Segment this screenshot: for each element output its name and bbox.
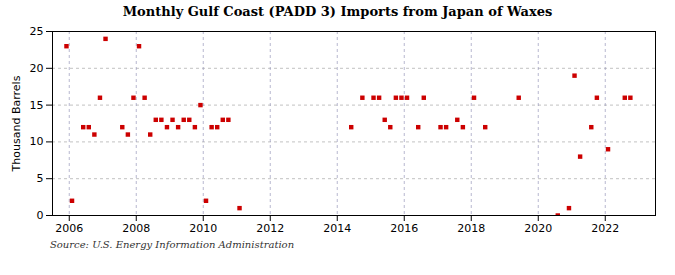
svg-text:2018: 2018 [457,222,485,235]
html-text:Monthly Gulf Coast (PADD 3) Im: Monthly Gulf Coast (PADD 3) Imports from… [122,4,553,19]
svg-text:5: 5 [37,172,44,185]
svg-text:25: 25 [30,25,44,38]
svg-text:15: 15 [30,99,44,112]
svg-text:Thousand Barrels: Thousand Barrels [10,75,23,172]
svg-text:10: 10 [30,135,44,148]
html-text:Source: U.S. Energy Informatio: Source: U.S. Energy Information Administ… [50,239,295,250]
svg-text:2022: 2022 [591,222,619,235]
svg-text:2010: 2010 [189,222,217,235]
svg-text:0: 0 [37,209,44,222]
svg-text:20: 20 [30,62,44,75]
svg-text:2020: 2020 [524,222,552,235]
svg-text:2006: 2006 [55,222,83,235]
svg-text:2016: 2016 [390,222,418,235]
svg-text:2014: 2014 [323,222,351,235]
svg-text:2008: 2008 [122,222,150,235]
svg-text:2012: 2012 [256,222,284,235]
